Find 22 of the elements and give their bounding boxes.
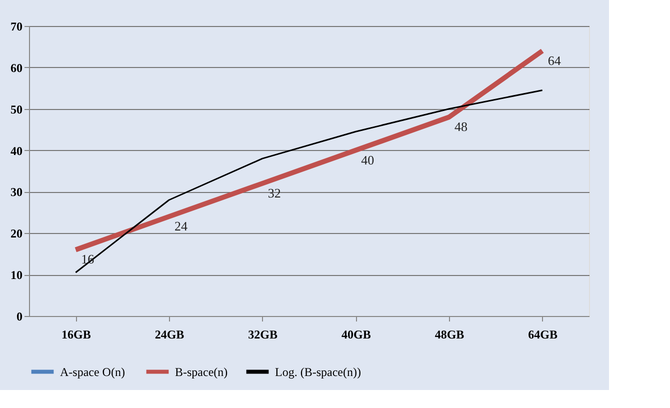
data-label: 64 <box>548 52 562 68</box>
y-tick-label: 40 <box>10 144 22 158</box>
data-label: 48 <box>454 119 468 134</box>
y-tick-label: 10 <box>10 268 22 282</box>
legend-label: B-space(n) <box>175 364 228 379</box>
x-tick-label: 32GB <box>248 328 278 342</box>
y-tick-label: 30 <box>10 185 22 200</box>
y-tick-label: 20 <box>10 226 22 241</box>
y-tick-label: 60 <box>10 60 22 75</box>
x-tick-label: 48GB <box>434 328 464 342</box>
y-tick-label: 0 <box>16 310 22 324</box>
line-series <box>74 89 544 274</box>
x-tick-label: 40GB <box>341 328 371 342</box>
y-tick-label: 50 <box>10 102 22 116</box>
x-tick-label: 64GB <box>528 328 558 342</box>
x-tick-label: 24GB <box>154 328 184 342</box>
x-tick-label: 16GB <box>61 328 91 342</box>
legend-label: A-space O(n) <box>60 364 125 379</box>
legend-label: Log. (B-space(n)) <box>275 364 361 379</box>
data-label: 40 <box>361 152 374 168</box>
y-tick-label: 70 <box>10 20 22 34</box>
data-label: 24 <box>174 218 188 234</box>
